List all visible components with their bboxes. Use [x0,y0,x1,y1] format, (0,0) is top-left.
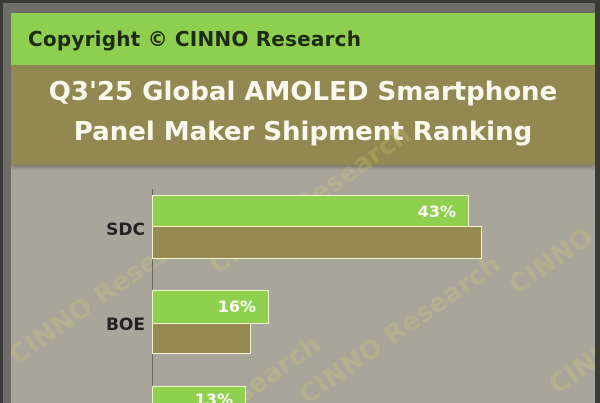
copyright-text: Copyright © CINNO Research [28,27,362,51]
outer-frame: Copyright © CINNO Research Q3'25 Global … [3,3,595,403]
chart-title-line-1: Q3'25 Global AMOLED Smartphone [48,77,558,107]
data-label-third: 13% [194,390,233,403]
bar-boe-current: 16% [152,290,269,324]
watermark: CINNO Research [543,239,595,401]
bar-sdc-comparison [152,226,482,259]
data-label-boe: 16% [217,297,256,316]
bar-third-current: 13% [152,386,246,403]
data-label-sdc: 43% [417,202,456,221]
watermark: CINNO Research [293,249,507,403]
category-label-boe: BOE [105,315,145,335]
plot-area: CINNO Research CINNO Research CINNO Rese… [11,119,595,403]
chart-panel: Copyright © CINNO Research Q3'25 Global … [11,13,595,403]
bar-boe-comparison [152,323,251,354]
copyright-banner: Copyright © CINNO Research [11,13,595,65]
bar-sdc-current: 43% [152,195,469,227]
chart-title-line-2: Panel Maker Shipment Ranking [73,117,533,147]
category-label-sdc: SDC [106,220,145,240]
title-banner: Q3'25 Global AMOLED Smartphone Panel Mak… [11,65,595,165]
